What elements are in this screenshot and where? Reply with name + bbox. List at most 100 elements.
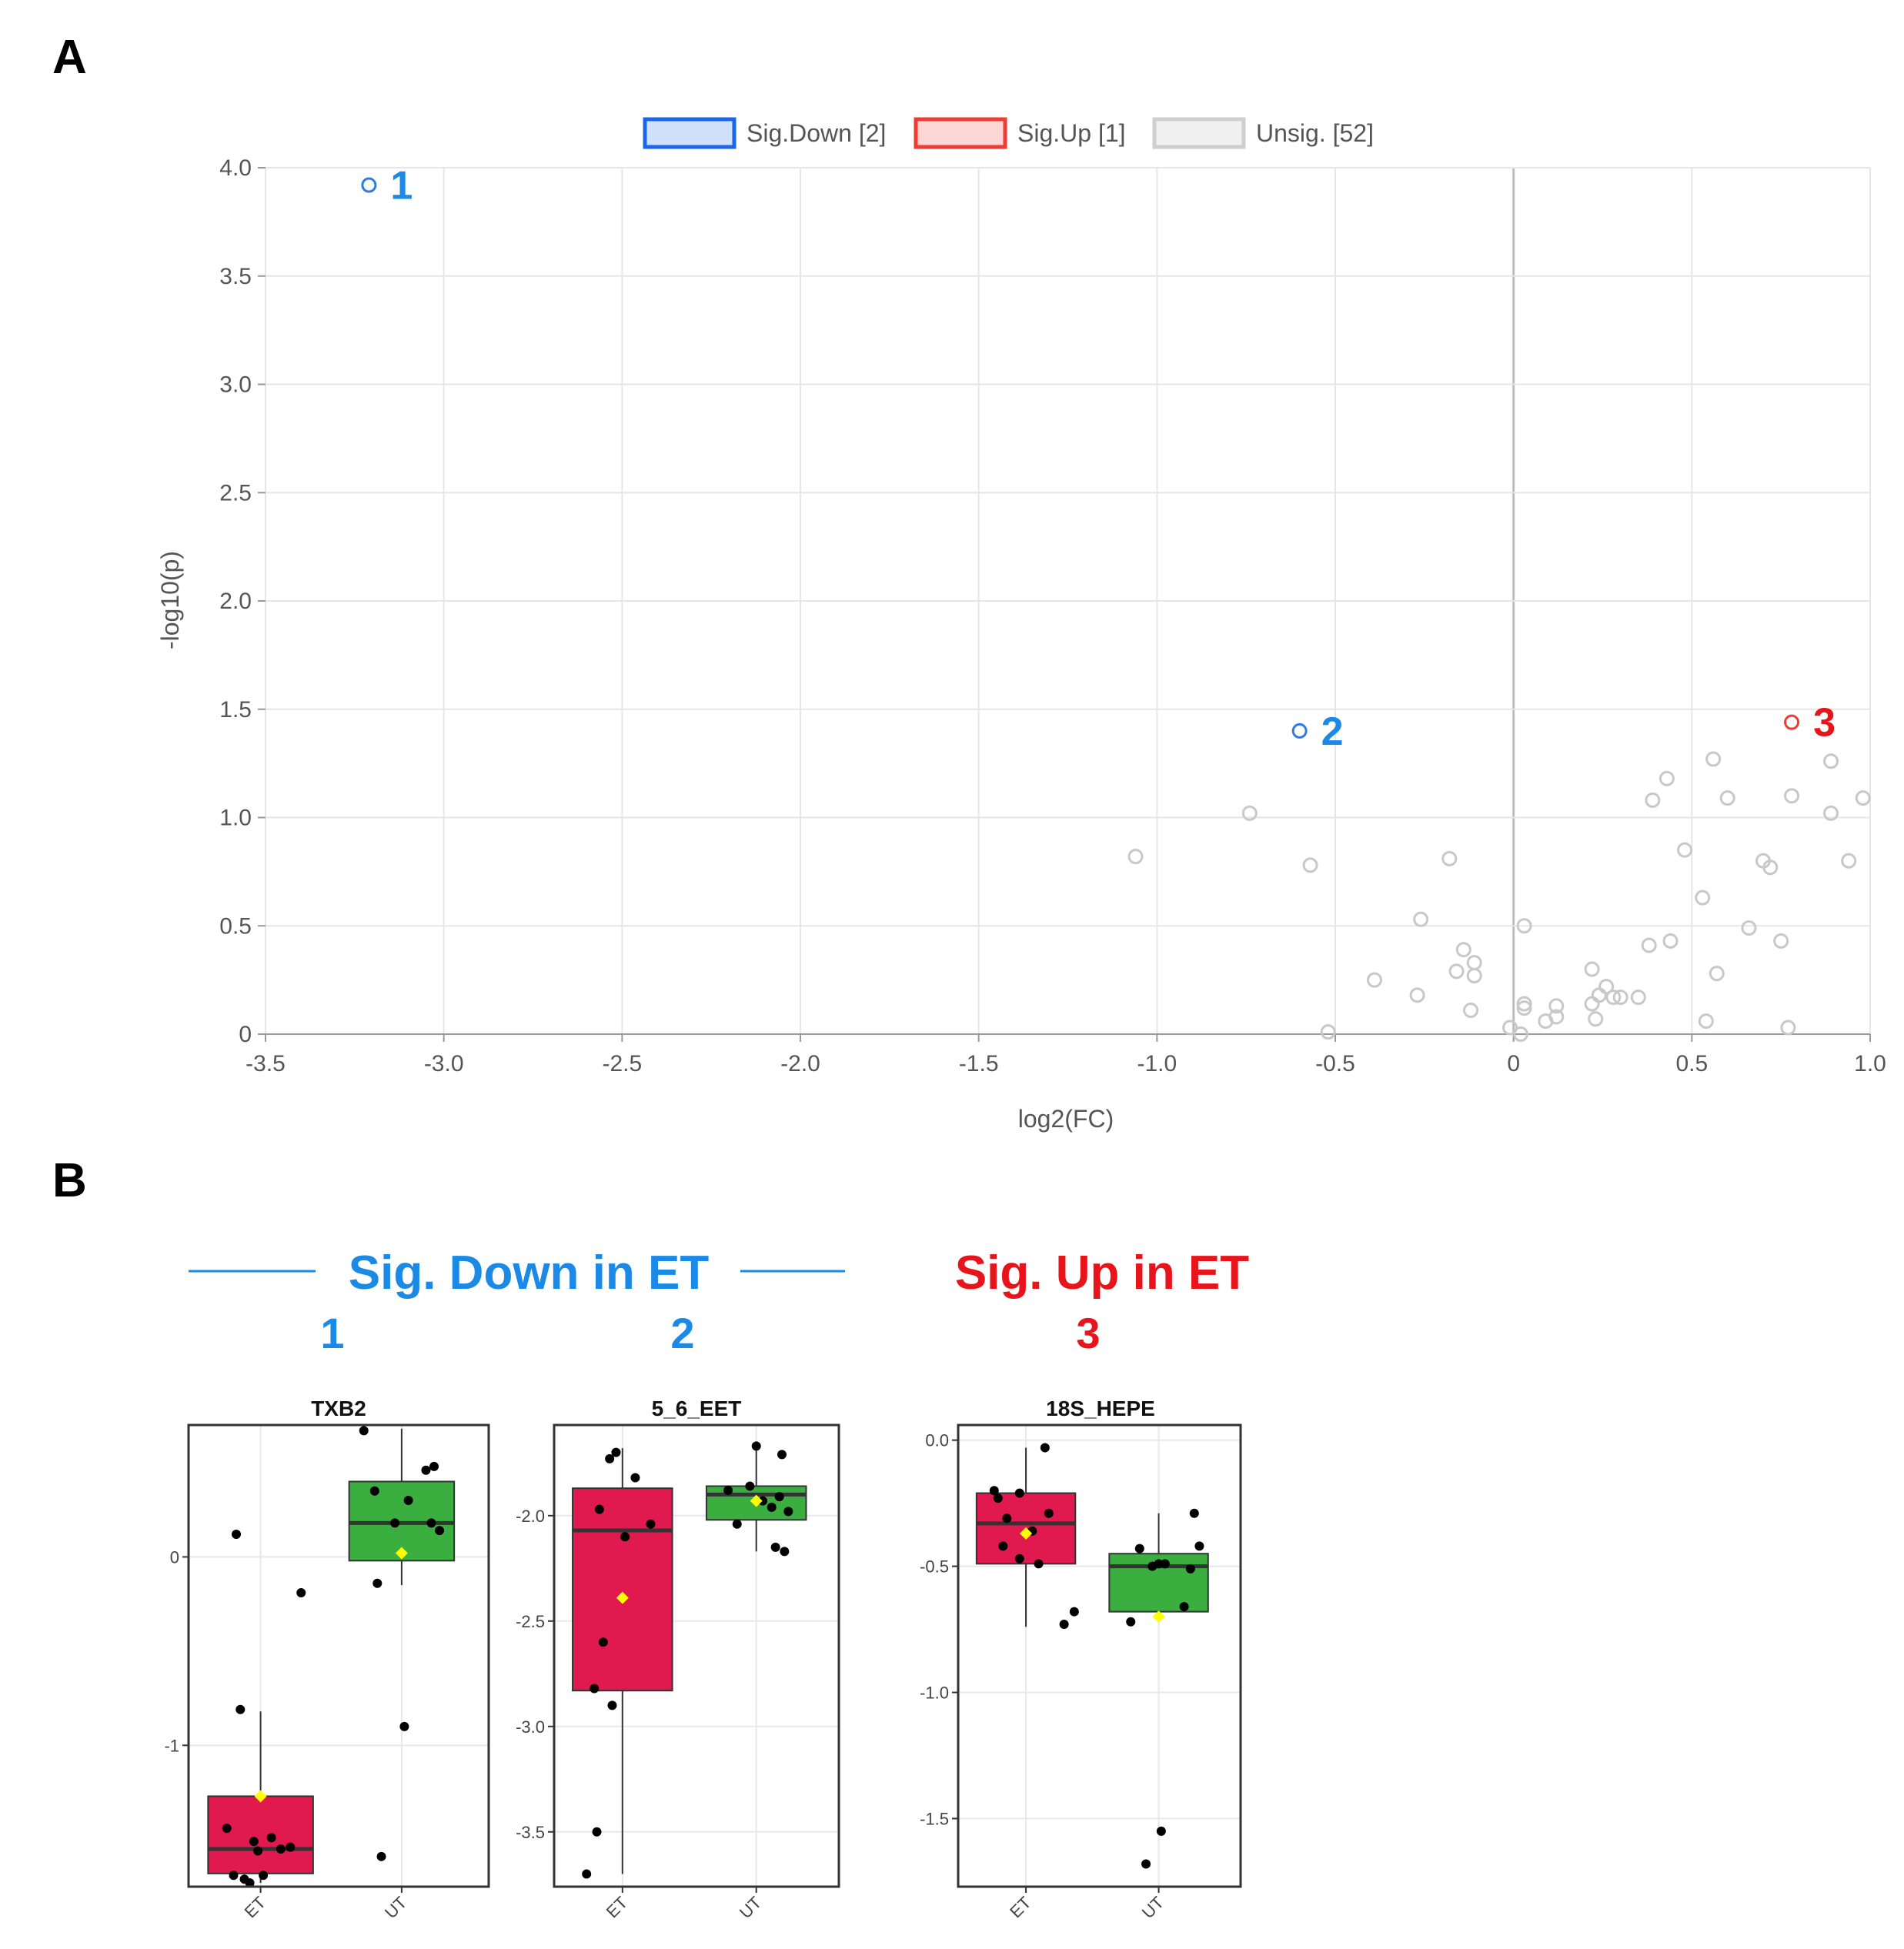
volcano-point — [1127, 849, 1144, 865]
box-data-point — [598, 1637, 608, 1647]
y-tick-label: 0.5 — [219, 913, 252, 939]
volcano-point — [1441, 850, 1458, 866]
box-data-point — [369, 1486, 379, 1496]
volcano-point — [1512, 1026, 1528, 1042]
box-body — [1108, 1553, 1209, 1613]
boxplot-title: 18S_HEPE — [1046, 1397, 1155, 1420]
volcano-point — [1366, 972, 1382, 988]
volcano-point — [1641, 937, 1657, 953]
x-tick-label: 1.0 — [1854, 1051, 1886, 1076]
box-body — [572, 1487, 673, 1692]
volcano-points: 1 2 3 — [361, 164, 1871, 1042]
volcano-axes: -3.5 -3.0 -2.5 -2.0 -1.5 -1.0 -0.5 0 0.5 1.0 0 0.5 1… — [219, 155, 1886, 1076]
boxplot-title: 5_6_EET — [652, 1397, 742, 1420]
boxplot-number: 3 — [1076, 1309, 1100, 1357]
x-tick-label: -1.0 — [1137, 1051, 1177, 1076]
volcano-point — [1784, 788, 1800, 804]
volcano-point — [1709, 966, 1725, 982]
volcano-point — [1677, 842, 1693, 858]
volcano-point — [1662, 933, 1679, 949]
volcano-point — [1302, 857, 1318, 873]
volcano-point — [1780, 1020, 1796, 1036]
box-data-point — [989, 1486, 999, 1496]
box-mean-marker — [1152, 1610, 1165, 1624]
volcano-point — [1448, 963, 1465, 980]
y-tick-label: 3.0 — [219, 372, 252, 398]
box-data-point — [421, 1465, 431, 1475]
volcano-point — [1841, 853, 1857, 869]
volcano-point — [1516, 918, 1532, 934]
volcano-point — [1645, 792, 1661, 808]
y-tick-label: -1.0 — [920, 1684, 949, 1703]
box-data-point — [620, 1532, 630, 1542]
box-mean-marker — [616, 1591, 629, 1604]
boxplot-number: 2 — [670, 1309, 694, 1357]
volcano-y-axis-label: -log10(p) — [156, 551, 184, 649]
x-tick-label: -2.0 — [780, 1051, 820, 1076]
box-data-point — [245, 1878, 255, 1888]
volcano-plot: -3.5 -3.0 -2.5 -2.0 -1.5 -1.0 -0.5 0 0.5 1.0 0 0.5 1… — [156, 117, 1886, 1133]
box-data-point — [1014, 1554, 1024, 1564]
y-tick-label: 1.0 — [219, 806, 252, 831]
volcano-point — [1516, 996, 1532, 1012]
y-tick-label: -2.0 — [516, 1507, 545, 1526]
box-mean-marker — [750, 1494, 763, 1507]
box-data-point — [1179, 1602, 1189, 1612]
box-data-point — [783, 1507, 793, 1517]
box-data-point — [723, 1485, 733, 1495]
box-data-point — [429, 1461, 439, 1471]
y-tick-label: -0.5 — [920, 1557, 949, 1577]
box-data-point — [1189, 1508, 1199, 1518]
x-tick-label: UT — [381, 1893, 410, 1922]
volcano-grid — [265, 167, 1871, 1035]
box-data-point — [390, 1518, 400, 1528]
box-data-point — [1134, 1544, 1144, 1554]
x-tick-label: ET — [241, 1893, 270, 1922]
legend-swatch — [914, 117, 1007, 149]
box-data-point — [592, 1827, 602, 1837]
box-data-point — [1185, 1564, 1195, 1574]
volcano-point — [1591, 987, 1607, 1003]
legend-label: Sig.Up [1] — [1017, 119, 1126, 147]
box-data-point — [259, 1871, 269, 1881]
box-data-point — [605, 1453, 615, 1463]
volcano-point — [1719, 790, 1735, 806]
x-tick-label: -2.5 — [602, 1051, 642, 1076]
y-tick-label: 1.5 — [219, 697, 252, 723]
y-tick-label: 2.0 — [219, 589, 252, 614]
boxplot-frame — [187, 1423, 490, 1888]
box-data-point — [1126, 1617, 1136, 1627]
volcano-point — [1548, 1009, 1565, 1025]
box-data-point — [235, 1704, 246, 1714]
volcano-point — [1241, 805, 1258, 821]
x-tick-label: ET — [1006, 1893, 1035, 1922]
volcano-point — [1584, 961, 1600, 977]
box-data-point — [630, 1473, 640, 1483]
legend-label: Unsig. [52] — [1256, 119, 1374, 147]
box-data-point — [286, 1842, 296, 1852]
box-data-point — [777, 1450, 787, 1460]
volcano-point-label: 3 — [1813, 701, 1836, 746]
box-data-point — [1040, 1443, 1050, 1453]
volcano-point — [1823, 805, 1839, 821]
box-data-point — [998, 1541, 1008, 1551]
box-data-point — [376, 1851, 386, 1861]
box-data-point — [607, 1700, 617, 1710]
boxplot-txb2: 1 TXB2 0 -1 ET UT — [164, 1309, 490, 1922]
volcano-point — [1291, 723, 1308, 739]
y-tick-label: 0.0 — [925, 1431, 949, 1450]
box-data-point — [594, 1504, 604, 1514]
box-data-point — [1160, 1559, 1170, 1569]
y-tick-label: 2.5 — [219, 480, 252, 506]
box-data-point — [232, 1530, 242, 1540]
y-tick-label: -2.5 — [516, 1612, 545, 1631]
box-data-point — [611, 1447, 621, 1457]
box-data-point — [774, 1492, 784, 1502]
section-b-headers: Sig. Down in ET Sig. Up in ET — [189, 1246, 1249, 1300]
volcano-point — [1784, 714, 1800, 730]
volcano-point-label: 1 — [390, 164, 413, 209]
volcano-point — [1502, 1020, 1518, 1036]
volcano-point-label: 2 — [1321, 709, 1344, 754]
box-body — [207, 1795, 314, 1874]
